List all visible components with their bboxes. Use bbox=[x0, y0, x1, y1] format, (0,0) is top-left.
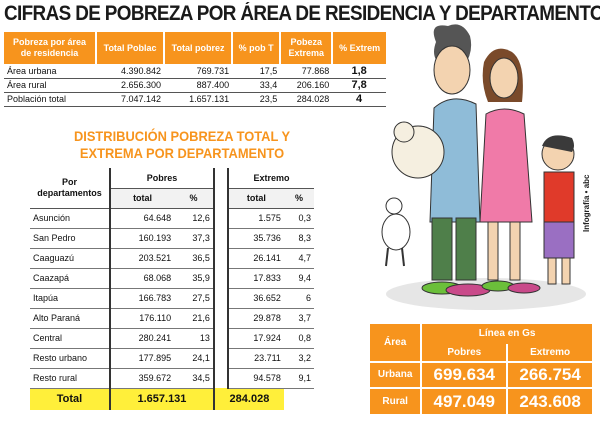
dept-col-header: Por departamentos bbox=[30, 168, 111, 209]
area-table-header: Pobreza por área de residencia Total Pob… bbox=[4, 32, 386, 64]
family-illustration bbox=[381, 24, 586, 310]
table-row: Área rural 2.656.300 887.400 33,4 206.16… bbox=[4, 78, 386, 93]
table-row: Área urbana 4.390.842 769.731 17,5 77.86… bbox=[4, 64, 386, 79]
table-row: Caaguazú 203.521 36,5 26.141 4,7 bbox=[30, 248, 314, 269]
credit-label: Infografía • abc bbox=[582, 174, 591, 232]
mother-figure bbox=[479, 48, 541, 294]
pobres-subheader: Pobres bbox=[421, 344, 509, 362]
poverty-line-subheader: Pobres Extremo bbox=[370, 344, 592, 362]
table-row: Central 280.241 13 17.924 0,8 bbox=[30, 328, 314, 349]
dept-table-group-header: Por departamentos Pobres Extremo bbox=[30, 168, 314, 388]
poverty-line-table: Área Línea en Gs Pobres Extremo Urbana 6… bbox=[370, 324, 592, 414]
area-header: Área bbox=[370, 324, 423, 362]
area-col-header: Pobreza por área de residencia bbox=[4, 32, 97, 64]
table-row: Resto rural 359.672 34,5 94.578 9,1 bbox=[30, 368, 314, 389]
table-row: Población total 7.047.142 1.657.131 23,5… bbox=[4, 92, 386, 107]
dept-table-sub-header: total % total % bbox=[30, 188, 314, 209]
table-row: Alto Paraná 176.110 21,6 29.878 3,7 bbox=[30, 308, 314, 329]
extremo-header: Extremo bbox=[227, 168, 314, 189]
total-row: Total 1.657.131 284.028 bbox=[30, 388, 314, 410]
linea-header: Línea en Gs bbox=[421, 324, 592, 344]
total-poor-header: Total pobrez bbox=[164, 32, 234, 64]
table-row: Urbana 699.634 266.754 bbox=[370, 361, 592, 388]
animal-figure bbox=[391, 121, 445, 179]
area-poverty-table: Pobreza por área de residencia Total Pob… bbox=[4, 32, 386, 107]
department-poverty-table: Por departamentos Pobres Extremo total %… bbox=[30, 168, 314, 410]
table-row: San Pedro 160.193 37,3 35.736 8,3 bbox=[30, 228, 314, 249]
table-row: Resto urbano 177.895 24,1 23.711 3,2 bbox=[30, 348, 314, 369]
extremo-subheader: Extremo bbox=[507, 344, 592, 362]
pobres-header: Pobres bbox=[110, 168, 215, 189]
table-row: Caazapá 68.068 35,9 17.833 9,4 bbox=[30, 268, 314, 289]
extreme-poor-header: Pobeza Extrema bbox=[280, 32, 334, 64]
table-row: Asunción 64.648 12,6 1.575 0,3 bbox=[30, 208, 314, 229]
dept-section-title: DISTRIBUCIÓN POBREZA TOTAL Y EXTREMA POR… bbox=[73, 128, 291, 161]
page-title: CIFRAS DE POBREZA POR ÁREA DE RESIDENCIA… bbox=[4, 2, 600, 25]
total-pop-header: Total Poblac bbox=[96, 32, 166, 64]
pct-poor-header: % pob T bbox=[232, 32, 282, 64]
dog-figure bbox=[381, 197, 411, 267]
poverty-line-header: Área Línea en Gs bbox=[370, 324, 592, 362]
child-figure bbox=[541, 135, 575, 285]
table-row: Rural 497.049 243.608 bbox=[370, 387, 592, 414]
table-row: Itapúa 166.783 27,5 36.652 6 bbox=[30, 288, 314, 309]
father-figure bbox=[421, 24, 491, 297]
pct-extreme-header: % Extrem bbox=[332, 32, 386, 64]
